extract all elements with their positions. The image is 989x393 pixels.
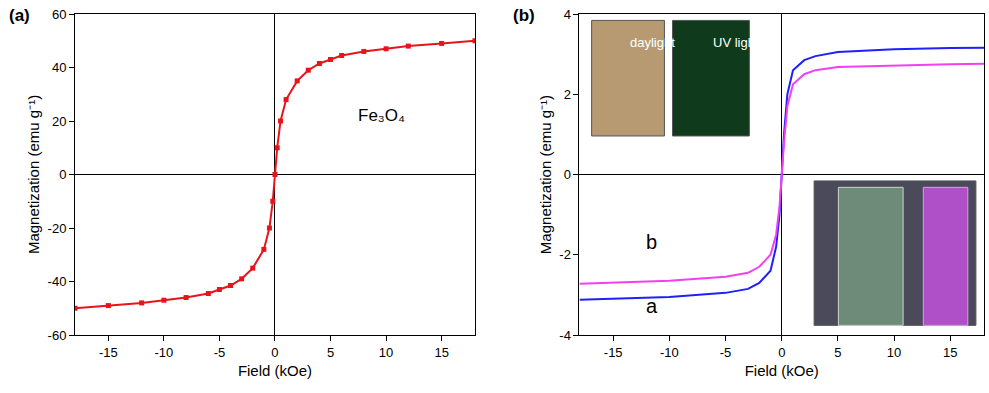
- svg-text:Magnetization (emu g⁻¹): Magnetization (emu g⁻¹): [537, 95, 554, 254]
- svg-text:15: 15: [943, 345, 957, 360]
- svg-text:0: 0: [778, 345, 785, 360]
- svg-text:Fe₃O₄: Fe₃O₄: [358, 106, 405, 125]
- svg-text:Field (kOe): Field (kOe): [745, 362, 819, 379]
- svg-text:a: a: [646, 295, 658, 317]
- svg-text:5: 5: [834, 345, 841, 360]
- svg-text:(a): (a): [9, 6, 30, 25]
- svg-text:UV light: UV light: [713, 35, 759, 50]
- svg-text:4: 4: [564, 7, 571, 22]
- svg-text:-4: -4: [559, 328, 571, 343]
- svg-text:10: 10: [379, 345, 393, 360]
- svg-text:-5: -5: [214, 345, 226, 360]
- svg-text:Field (kOe): Field (kOe): [238, 362, 312, 379]
- svg-text:0: 0: [564, 167, 571, 182]
- svg-text:20: 20: [52, 114, 66, 129]
- svg-text:10: 10: [887, 345, 901, 360]
- svg-text:-20: -20: [48, 221, 67, 236]
- svg-text:5: 5: [327, 345, 334, 360]
- svg-text:-15: -15: [99, 345, 118, 360]
- svg-text:15: 15: [434, 345, 448, 360]
- svg-text:-10: -10: [154, 345, 173, 360]
- svg-text:0: 0: [59, 167, 66, 182]
- svg-text:-5: -5: [720, 345, 732, 360]
- svg-text:b: b: [646, 231, 657, 253]
- svg-text:-15: -15: [604, 345, 623, 360]
- svg-text:-40: -40: [48, 274, 67, 289]
- svg-text:Magnetization (emu g⁻¹): Magnetization (emu g⁻¹): [25, 95, 42, 254]
- svg-text:(b): (b): [513, 6, 535, 25]
- svg-text:-2: -2: [559, 247, 571, 262]
- svg-text:0: 0: [271, 345, 278, 360]
- svg-text:-10: -10: [660, 345, 679, 360]
- svg-text:2: 2: [564, 87, 571, 102]
- svg-text:daylight: daylight: [630, 35, 675, 50]
- svg-text:40: 40: [52, 60, 66, 75]
- svg-text:-60: -60: [48, 328, 67, 343]
- svg-text:60: 60: [52, 7, 66, 22]
